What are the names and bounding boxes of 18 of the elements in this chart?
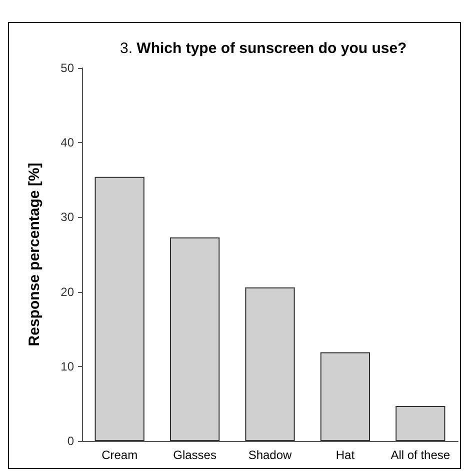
x-tick-label: Cream [102,448,138,462]
chart-title: 3. Which type of sunscreen do you use? [120,40,407,57]
bar [94,176,144,441]
bar [320,352,370,441]
y-tick-label: 20 [60,284,74,299]
y-tick-label: 40 [60,136,74,150]
y-axis-title: Response percentage [%] [26,162,43,346]
y-tick-label: 0 [67,434,74,448]
x-tick-label: All of these [390,448,450,462]
x-tick-label: Shadow [248,448,292,462]
bar [396,406,446,441]
bar [170,237,220,441]
y-tick-label: 10 [60,359,74,374]
bar [245,287,295,441]
x-tick-label: Hat [336,448,356,462]
y-tick-label: 30 [60,210,74,224]
x-tick-label: Glasses [173,448,216,462]
y-tick-label: 50 [60,61,74,75]
